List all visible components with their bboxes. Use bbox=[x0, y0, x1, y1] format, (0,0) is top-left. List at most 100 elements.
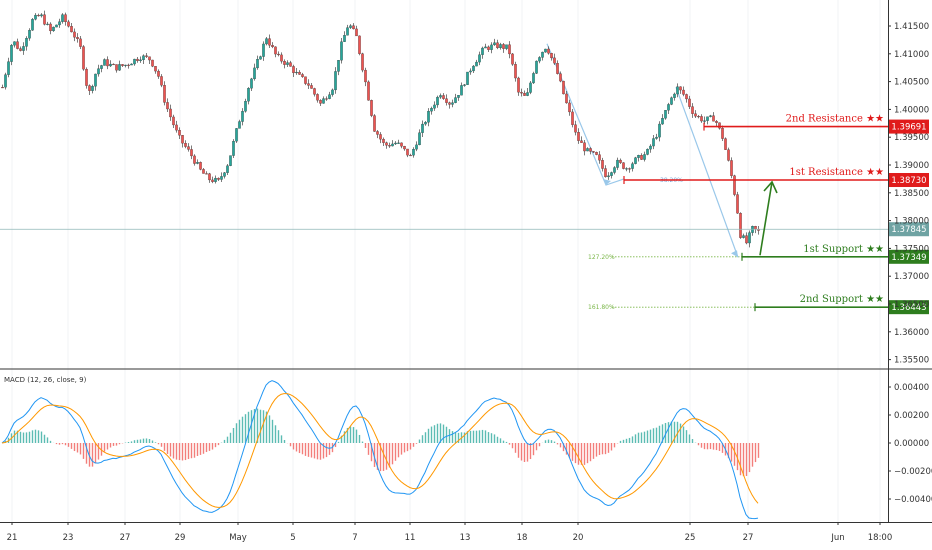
candle-213 bbox=[640, 153, 643, 161]
candle-164 bbox=[493, 38, 496, 46]
candle-body-244 bbox=[733, 175, 736, 195]
candle-body-203 bbox=[610, 172, 613, 176]
candle-41 bbox=[124, 64, 127, 68]
candle-104 bbox=[313, 87, 316, 97]
time-tick-label-12: 27 bbox=[743, 533, 754, 543]
candle-144 bbox=[433, 101, 436, 111]
candle-body-239 bbox=[718, 122, 721, 129]
candle-165 bbox=[496, 39, 499, 50]
candle-body-147 bbox=[442, 95, 445, 99]
zigzag-pattern bbox=[546, 43, 739, 258]
candle-170 bbox=[511, 52, 514, 66]
candle-body-126 bbox=[379, 134, 382, 140]
candle-body-18 bbox=[55, 24, 58, 28]
candle-46 bbox=[139, 56, 142, 63]
price-tick-label-8: 1.37500 bbox=[894, 244, 929, 254]
candle-96 bbox=[289, 60, 292, 67]
candle-body-168 bbox=[505, 44, 508, 49]
candle-142 bbox=[427, 108, 430, 127]
candle-body-214 bbox=[643, 154, 646, 160]
candle-body-129 bbox=[388, 145, 391, 147]
axes: 1.41500 1.41000 1.40500 1.40000 1.39500 1.390… bbox=[7, 22, 932, 543]
candle-body-61 bbox=[184, 143, 187, 147]
candle-body-238 bbox=[715, 121, 718, 123]
candle-body-206 bbox=[619, 159, 622, 163]
candle-body-142 bbox=[427, 110, 430, 123]
macd-line bbox=[1, 380, 759, 520]
candle-body-210 bbox=[631, 163, 634, 169]
candle-198 bbox=[595, 151, 598, 156]
signal-line bbox=[1, 393, 759, 508]
candle-189 bbox=[568, 99, 571, 116]
candle-147 bbox=[442, 93, 445, 100]
candle-body-175 bbox=[526, 92, 529, 96]
candle-55 bbox=[166, 98, 169, 112]
candle-body-240 bbox=[721, 128, 724, 139]
candle-221 bbox=[664, 110, 667, 120]
candle-18 bbox=[55, 24, 58, 28]
candle-200 bbox=[601, 157, 604, 172]
candle-40 bbox=[121, 64, 124, 68]
candle-119 bbox=[358, 35, 361, 56]
candle-body-200 bbox=[601, 160, 604, 169]
candle-body-127 bbox=[382, 138, 385, 143]
candle-209 bbox=[628, 167, 631, 173]
zigzag-arrowhead-1 bbox=[603, 179, 611, 186]
candle-167 bbox=[502, 43, 505, 53]
candle-187 bbox=[562, 80, 565, 95]
candle-5 bbox=[16, 38, 19, 50]
candle-body-56 bbox=[169, 108, 172, 118]
candle-body-166 bbox=[499, 44, 502, 49]
candle-body-72 bbox=[217, 177, 220, 180]
candle-body-88 bbox=[265, 38, 268, 45]
time-tick-label-2: 27 bbox=[120, 533, 131, 543]
candle-body-104 bbox=[313, 88, 316, 95]
candle-body-94 bbox=[283, 61, 286, 65]
candle-184 bbox=[553, 53, 556, 66]
candle-39 bbox=[118, 60, 121, 71]
candle-211 bbox=[634, 156, 637, 165]
macd-tick-label-3: −0.00200 bbox=[894, 467, 932, 477]
candle-71 bbox=[214, 175, 217, 184]
macd-title: MACD (12, 26, close, 9) bbox=[4, 376, 87, 384]
candle-body-233 bbox=[700, 116, 703, 122]
candle-body-64 bbox=[193, 155, 196, 164]
candle-20 bbox=[61, 13, 64, 24]
candle-97 bbox=[292, 64, 295, 77]
candle-body-6 bbox=[19, 48, 22, 51]
candle-61 bbox=[184, 140, 187, 149]
candle-99 bbox=[298, 70, 301, 75]
candle-body-86 bbox=[259, 56, 262, 60]
candle-body-149 bbox=[448, 102, 451, 105]
candle-123 bbox=[370, 99, 373, 118]
candle-body-251 bbox=[754, 226, 757, 230]
candle-185 bbox=[556, 60, 559, 75]
candle-body-29 bbox=[88, 85, 91, 91]
candle-64 bbox=[193, 154, 196, 166]
candle-body-103 bbox=[310, 85, 313, 89]
candle-body-34 bbox=[103, 59, 106, 66]
price-tick-label-5: 1.39000 bbox=[894, 161, 929, 171]
level-label-3: 2nd Support ★★ bbox=[800, 294, 884, 305]
candle-body-83 bbox=[250, 78, 253, 89]
candle-body-48 bbox=[145, 55, 148, 57]
candle-88 bbox=[265, 37, 268, 46]
candle-body-107 bbox=[322, 98, 325, 104]
candle-body-58 bbox=[175, 124, 178, 131]
candle-85 bbox=[256, 55, 259, 70]
candle-225 bbox=[676, 83, 679, 98]
candle-8 bbox=[25, 36, 28, 51]
candle-body-197 bbox=[592, 151, 595, 153]
candle-body-231 bbox=[694, 113, 697, 117]
candle-body-43 bbox=[130, 63, 133, 66]
candle-127 bbox=[382, 137, 385, 147]
candle-body-36 bbox=[109, 63, 112, 67]
candle-2 bbox=[7, 57, 10, 78]
candle-30 bbox=[91, 84, 94, 94]
candle-body-2 bbox=[7, 61, 10, 75]
candle-14 bbox=[43, 10, 46, 26]
candle-43 bbox=[130, 63, 133, 66]
candle-57 bbox=[172, 114, 175, 129]
candle-53 bbox=[160, 74, 163, 88]
